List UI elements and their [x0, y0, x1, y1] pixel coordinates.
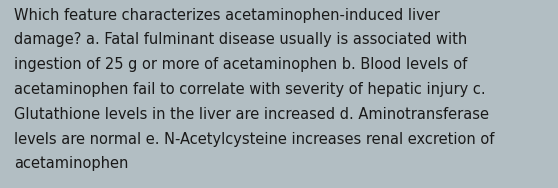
Text: levels are normal e. N-Acetylcysteine increases renal excretion of: levels are normal e. N-Acetylcysteine in… [14, 132, 494, 147]
Text: Which feature characterizes acetaminophen-induced liver: Which feature characterizes acetaminophe… [14, 8, 440, 23]
Text: Glutathione levels in the liver are increased d. Aminotransferase: Glutathione levels in the liver are incr… [14, 107, 489, 122]
Text: acetaminophen fail to correlate with severity of hepatic injury c.: acetaminophen fail to correlate with sev… [14, 82, 485, 97]
Text: acetaminophen: acetaminophen [14, 156, 128, 171]
Text: damage? a. Fatal fulminant disease usually is associated with: damage? a. Fatal fulminant disease usual… [14, 32, 467, 47]
Text: ingestion of 25 g or more of acetaminophen b. Blood levels of: ingestion of 25 g or more of acetaminoph… [14, 57, 467, 72]
